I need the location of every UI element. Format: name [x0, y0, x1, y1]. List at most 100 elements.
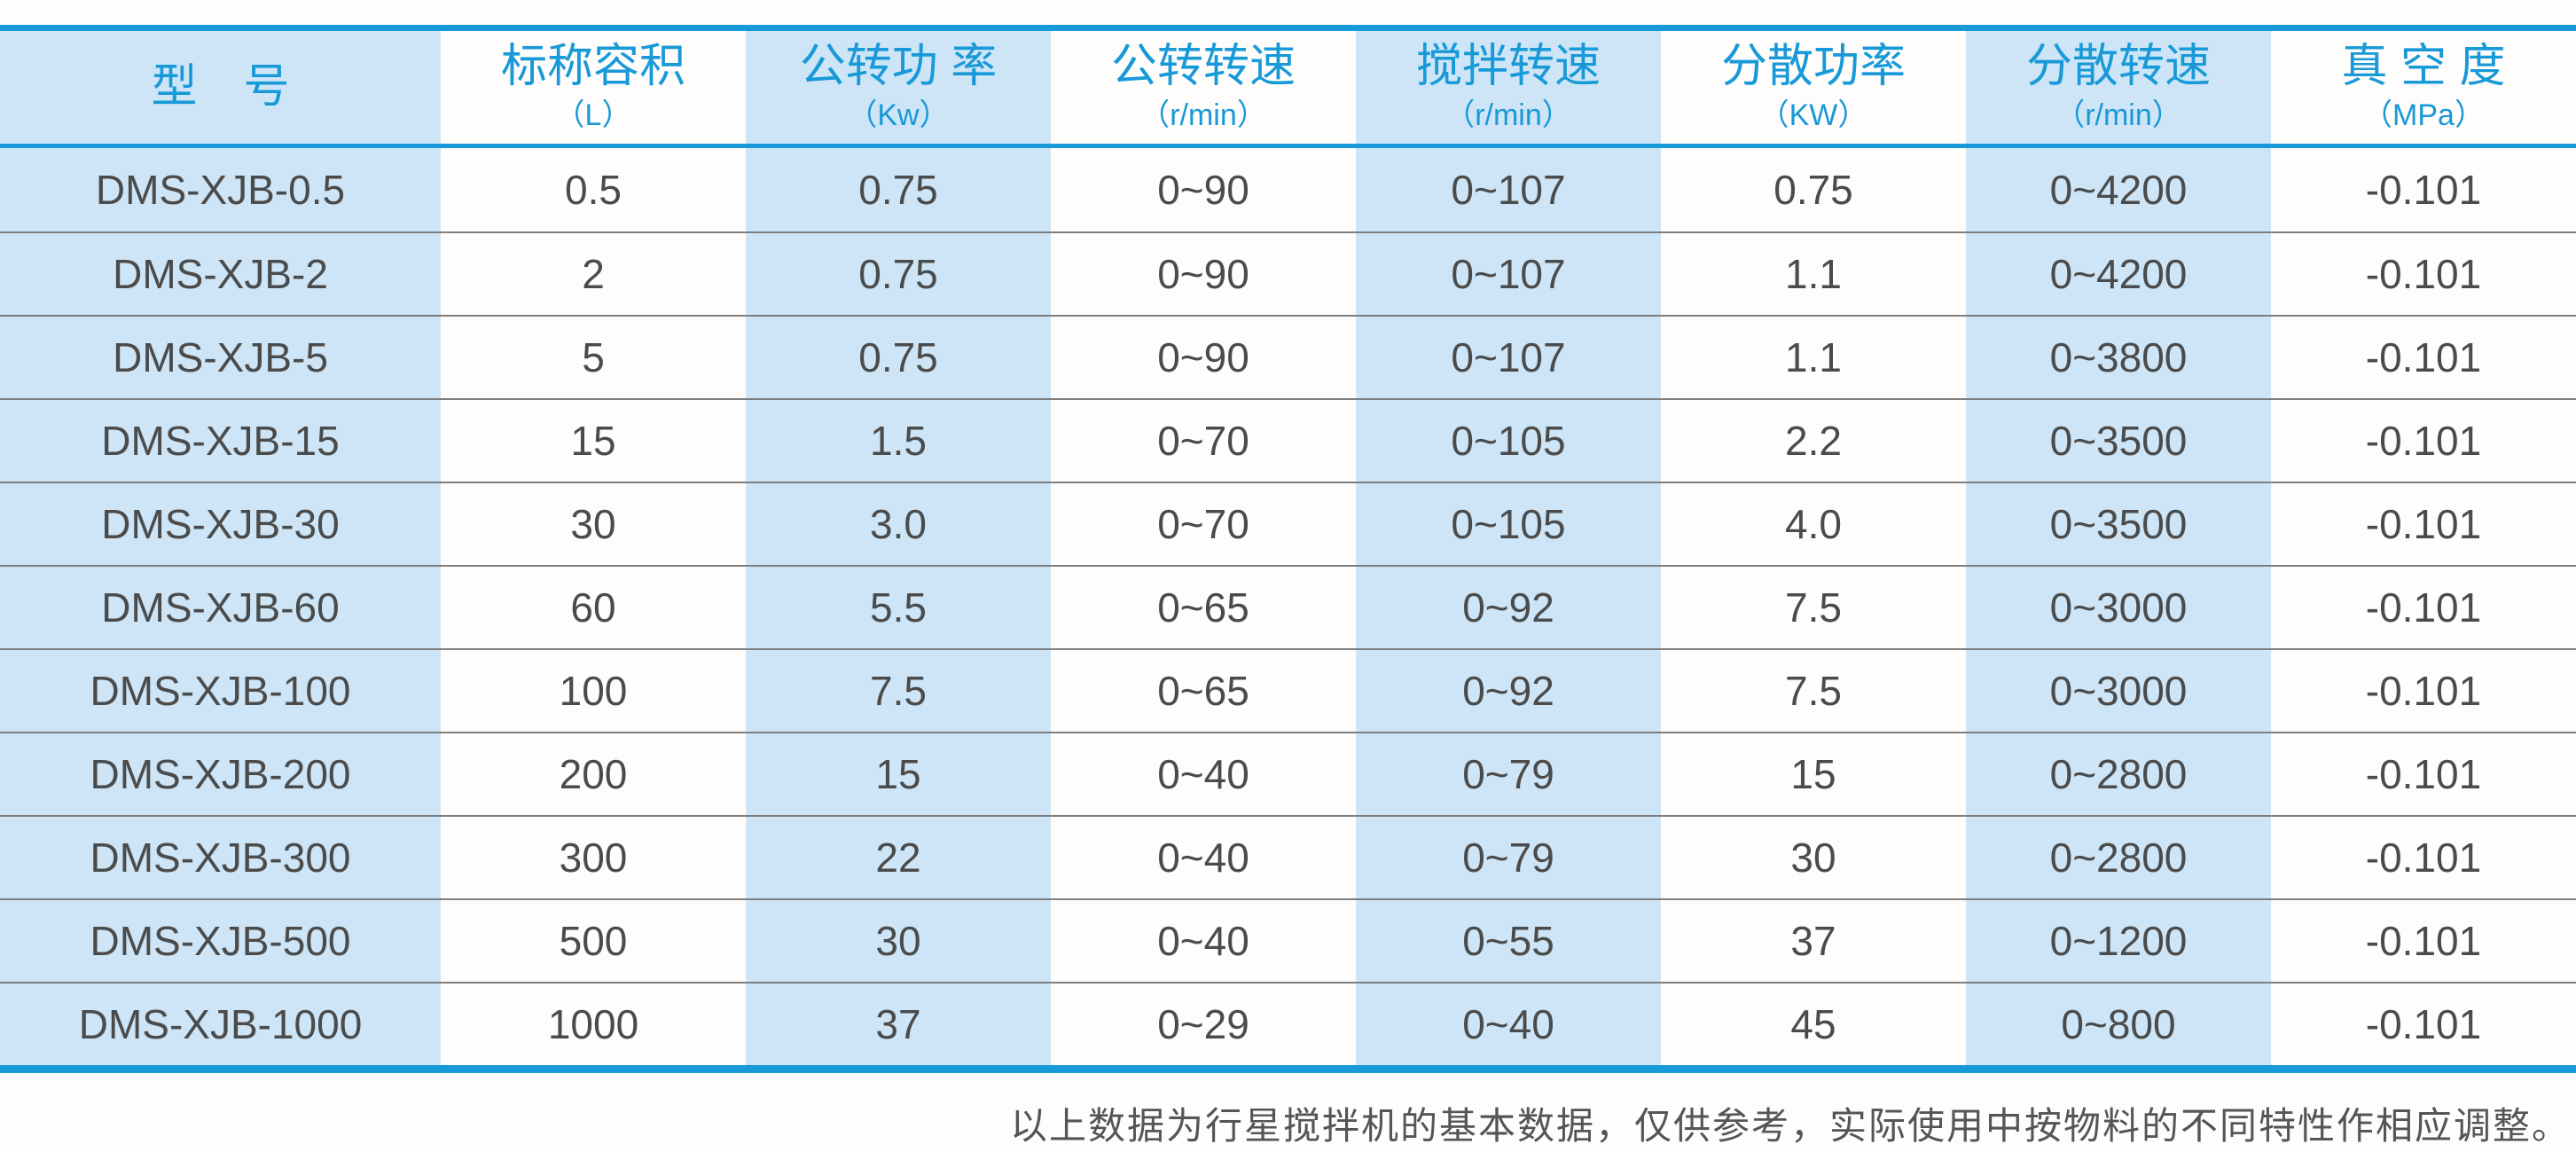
table-cell: 0~79	[1356, 733, 1661, 815]
table-cell: 30	[1790, 835, 1836, 881]
column-title: 公转功 率	[799, 41, 998, 93]
column-header-rated-capacity: 标称容积 （L）	[441, 31, 746, 144]
table-cell: -0.101	[2365, 668, 2482, 714]
table-row: DMS-XJB-60 60 5.5 0~65 0~92 7.5 0~3000 -0.101	[0, 565, 2576, 648]
table-cell: 0.75	[1773, 167, 1853, 213]
table-cell: 0~107	[1356, 233, 1661, 315]
table-row: DMS-XJB-15 15 1.5 0~70 0~105 2.2 0~3500 -0.101	[0, 398, 2576, 482]
table-cell: 0~40	[1356, 984, 1661, 1065]
table-cell: 37	[746, 984, 1051, 1065]
table-cell: 37	[1790, 918, 1836, 964]
table-cell: 0~1200	[1966, 900, 2271, 982]
model-cell: DMS-XJB-300	[0, 817, 441, 898]
column-header-vacuum-degree: 真 空 度 （MPa）	[2271, 31, 2576, 144]
column-header-revolution-power: 公转功 率 （Kw）	[746, 31, 1051, 144]
table-row: DMS-XJB-200 200 15 0~40 0~79 15 0~2800 -0.101	[0, 732, 2576, 815]
table-row: DMS-XJB-1000 1000 37 0~29 0~40 45 0~800 -0.101	[0, 982, 2576, 1065]
table-row: DMS-XJB-5 5 0.75 0~90 0~107 1.1 0~3800 -0.101	[0, 315, 2576, 398]
column-header-dispersion-speed: 分散转速 （r/min）	[1966, 31, 2271, 144]
table-cell: 100	[559, 668, 628, 714]
table-cell: 0~40	[1157, 835, 1249, 881]
table-cell: 2.2	[1785, 418, 1842, 464]
table-cell: 5	[582, 334, 605, 380]
table-cell: 45	[1790, 1001, 1836, 1047]
table-cell: -0.101	[2365, 418, 2482, 464]
column-header-dispersion-power: 分散功率 （KW）	[1661, 31, 1966, 144]
table-cell: 0~3800	[1966, 317, 2271, 398]
table-cell: 0~65	[1157, 584, 1249, 631]
table-cell: 0~2800	[1966, 817, 2271, 898]
model-cell: DMS-XJB-100	[0, 650, 441, 732]
model-cell: DMS-XJB-200	[0, 733, 441, 815]
table-cell: 0~3000	[1966, 650, 2271, 732]
column-title: 搅拌转速	[1415, 41, 1601, 93]
table-row: DMS-XJB-300 300 22 0~40 0~79 30 0~2800 -0.101	[0, 815, 2576, 898]
table-row: DMS-XJB-100 100 7.5 0~65 0~92 7.5 0~3000 -0.101	[0, 648, 2576, 732]
table-cell: 500	[559, 918, 628, 964]
model-cell: DMS-XJB-60	[0, 567, 441, 648]
table-cell: 0~70	[1157, 418, 1249, 464]
table-cell: 30	[570, 501, 616, 547]
table-cell: 0~4200	[1966, 233, 2271, 315]
column-unit: （r/min）	[1445, 98, 1572, 133]
table-bottom-border	[0, 1065, 2576, 1073]
table-body: DMS-XJB-0.5 0.5 0.75 0~90 0~107 0.75 0~4200 -0.…	[0, 148, 2576, 1065]
table-cell: 15	[746, 733, 1051, 815]
table-cell: -0.101	[2365, 835, 2482, 881]
table-cell: 0~79	[1356, 817, 1661, 898]
table-cell: 0~90	[1157, 251, 1249, 297]
table-cell: 0~90	[1157, 167, 1249, 213]
column-unit: （L）	[554, 98, 632, 133]
table-cell: 0~107	[1356, 148, 1661, 231]
column-title: 分散转速	[2025, 41, 2211, 93]
table-cell: 0~107	[1356, 317, 1661, 398]
column-header-revolution-speed: 公转转速 （r/min）	[1051, 31, 1356, 144]
table-top-border	[0, 25, 2576, 31]
table-cell: 4.0	[1785, 501, 1842, 547]
column-unit: （r/min）	[1139, 98, 1267, 133]
model-cell: DMS-XJB-30	[0, 483, 441, 565]
model-cell: DMS-XJB-0.5	[0, 148, 441, 231]
table-cell: 0~4200	[1966, 148, 2271, 231]
model-cell: DMS-XJB-500	[0, 900, 441, 982]
table-cell: 0.75	[746, 233, 1051, 315]
table-row: DMS-XJB-2 2 0.75 0~90 0~107 1.1 0~4200 -0.101	[0, 231, 2576, 315]
table-cell: 0~92	[1356, 567, 1661, 648]
table-cell: -0.101	[2365, 918, 2482, 964]
table-cell: 200	[559, 751, 628, 797]
table-cell: 5.5	[746, 567, 1051, 648]
table-cell: -0.101	[2365, 1001, 2482, 1047]
table-cell: 0.5	[565, 167, 622, 213]
column-unit: （KW）	[1758, 98, 1868, 133]
table-cell: 0~40	[1157, 751, 1249, 797]
table-cell: 0.75	[746, 317, 1051, 398]
column-title: 标称容积	[500, 41, 685, 93]
table-cell: 0~92	[1356, 650, 1661, 732]
column-title: 真 空 度	[2341, 41, 2506, 93]
model-cell: DMS-XJB-15	[0, 400, 441, 482]
column-unit: （Kw）	[847, 98, 950, 133]
table-cell: 0~3500	[1966, 483, 2271, 565]
column-title: 分散功率	[1720, 41, 1906, 93]
table-cell: 22	[746, 817, 1051, 898]
table-cell: 300	[559, 835, 628, 881]
table-cell: 1.5	[746, 400, 1051, 482]
footnote: 以上数据为行星搅拌机的基本数据，仅供参考，实际使用中按物料的不同特性作相应调整。	[1009, 1104, 2571, 1148]
table-cell: 0~105	[1356, 483, 1661, 565]
table-cell: 0~3500	[1966, 400, 2271, 482]
column-header-mixing-speed: 搅拌转速 （r/min）	[1356, 31, 1661, 144]
table-header-row: 型 号 标称容积 （L） 公转功 率 （Kw） 公转转速 （r/min） 搅拌转…	[0, 31, 2576, 148]
table-cell: 1.1	[1785, 251, 1842, 297]
table-cell: -0.101	[2365, 334, 2482, 380]
table-cell: 7.5	[746, 650, 1051, 732]
column-header-model: 型 号	[0, 31, 441, 144]
table-cell: 0~40	[1157, 918, 1249, 964]
table-cell: 60	[570, 584, 616, 631]
table-cell: 0~65	[1157, 668, 1249, 714]
table-row: DMS-XJB-0.5 0.5 0.75 0~90 0~107 0.75 0~4200 -0.…	[0, 148, 2576, 231]
table-cell: -0.101	[2365, 501, 2482, 547]
table-cell: -0.101	[2365, 584, 2482, 631]
table-cell: 0~55	[1356, 900, 1661, 982]
column-unit: （r/min）	[2055, 98, 2182, 133]
table-cell: 0~3000	[1966, 567, 2271, 648]
